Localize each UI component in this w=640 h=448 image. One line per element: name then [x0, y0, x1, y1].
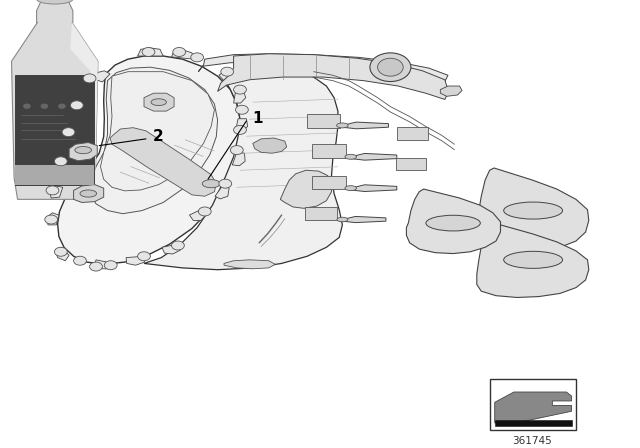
Circle shape: [58, 103, 66, 109]
Bar: [490, 379, 576, 430]
Circle shape: [62, 128, 75, 137]
Polygon shape: [15, 75, 95, 185]
Polygon shape: [162, 244, 180, 254]
Polygon shape: [406, 189, 500, 254]
Polygon shape: [110, 128, 216, 196]
Polygon shape: [312, 144, 346, 158]
Circle shape: [230, 146, 243, 155]
Polygon shape: [12, 0, 98, 199]
Polygon shape: [58, 156, 72, 168]
Circle shape: [90, 262, 102, 271]
Polygon shape: [144, 66, 342, 270]
Polygon shape: [307, 114, 340, 128]
Ellipse shape: [337, 217, 348, 222]
Polygon shape: [56, 247, 69, 261]
Polygon shape: [312, 176, 346, 189]
Circle shape: [40, 103, 48, 109]
Ellipse shape: [337, 123, 348, 128]
Polygon shape: [477, 223, 589, 297]
Polygon shape: [236, 119, 248, 131]
Polygon shape: [74, 185, 104, 202]
Polygon shape: [280, 170, 332, 208]
Circle shape: [142, 47, 155, 56]
Circle shape: [23, 103, 31, 109]
Polygon shape: [495, 392, 572, 423]
Circle shape: [54, 157, 67, 166]
Ellipse shape: [504, 251, 563, 268]
Text: 1: 1: [253, 111, 263, 126]
Text: 361745: 361745: [513, 436, 552, 446]
Ellipse shape: [426, 215, 480, 231]
Circle shape: [236, 105, 248, 114]
Polygon shape: [70, 22, 98, 190]
Ellipse shape: [151, 99, 166, 105]
Polygon shape: [15, 165, 95, 185]
Polygon shape: [198, 54, 448, 82]
Circle shape: [54, 247, 67, 256]
Circle shape: [198, 207, 211, 216]
Polygon shape: [91, 67, 218, 214]
Polygon shape: [351, 185, 397, 192]
Ellipse shape: [345, 185, 356, 191]
Polygon shape: [397, 127, 428, 140]
Polygon shape: [253, 138, 287, 153]
Polygon shape: [305, 207, 337, 220]
Polygon shape: [189, 209, 207, 220]
Polygon shape: [144, 93, 174, 111]
Ellipse shape: [75, 146, 92, 154]
Ellipse shape: [202, 180, 220, 188]
Circle shape: [234, 85, 246, 94]
Ellipse shape: [36, 0, 73, 4]
Polygon shape: [172, 50, 193, 59]
Circle shape: [46, 186, 59, 195]
Polygon shape: [95, 260, 113, 269]
Circle shape: [191, 53, 204, 62]
Circle shape: [172, 241, 184, 250]
Polygon shape: [219, 70, 234, 84]
Ellipse shape: [345, 154, 356, 159]
Circle shape: [221, 67, 234, 76]
Polygon shape: [477, 168, 589, 252]
Ellipse shape: [504, 202, 563, 219]
Circle shape: [234, 125, 246, 134]
Polygon shape: [218, 54, 448, 99]
Polygon shape: [67, 126, 81, 139]
Polygon shape: [351, 153, 397, 160]
Circle shape: [83, 74, 96, 83]
Circle shape: [104, 261, 117, 270]
Circle shape: [70, 101, 83, 110]
Polygon shape: [215, 185, 229, 199]
Polygon shape: [234, 90, 246, 103]
Polygon shape: [58, 56, 240, 264]
Polygon shape: [100, 72, 214, 191]
Polygon shape: [49, 186, 63, 198]
Polygon shape: [82, 96, 96, 108]
Polygon shape: [342, 216, 386, 223]
Circle shape: [378, 58, 403, 76]
Circle shape: [74, 256, 86, 265]
Polygon shape: [96, 71, 110, 82]
Polygon shape: [232, 152, 245, 166]
Polygon shape: [47, 213, 59, 225]
Circle shape: [45, 215, 58, 224]
Text: 2: 2: [152, 129, 163, 144]
Circle shape: [138, 252, 150, 261]
Polygon shape: [126, 256, 145, 265]
Polygon shape: [138, 48, 163, 56]
Circle shape: [219, 179, 232, 188]
Polygon shape: [495, 420, 572, 426]
Polygon shape: [440, 86, 462, 96]
Polygon shape: [342, 122, 388, 129]
Ellipse shape: [80, 190, 97, 197]
Polygon shape: [69, 142, 97, 161]
Polygon shape: [396, 158, 426, 170]
Circle shape: [370, 53, 411, 82]
Polygon shape: [224, 260, 275, 269]
Circle shape: [173, 47, 186, 56]
